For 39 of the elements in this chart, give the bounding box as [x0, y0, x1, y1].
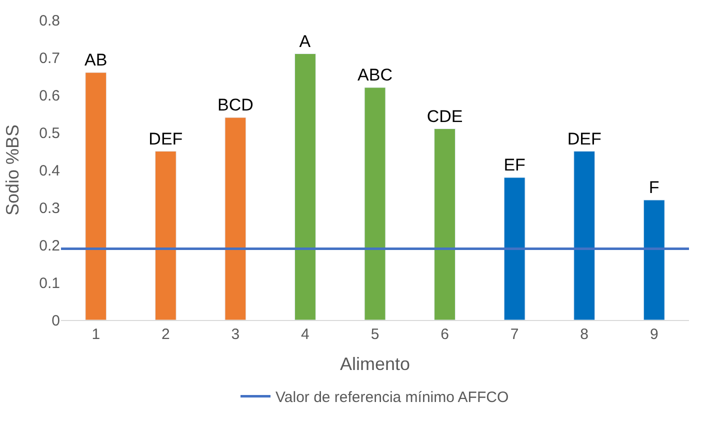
data-label: EF [504, 156, 526, 174]
x-tick-label: 4 [301, 326, 310, 343]
y-tick-label: 0.7 [39, 50, 60, 67]
y-tick-label: 0 [52, 312, 60, 330]
bar [643, 200, 665, 320]
x-tick-label: 8 [580, 326, 588, 343]
bar [224, 117, 246, 320]
y-tick-label: 0.3 [39, 200, 60, 217]
data-label: AB [84, 50, 108, 70]
x-axis-title: Alimento [340, 354, 410, 374]
bar [434, 128, 456, 320]
x-tick-label: 2 [162, 326, 170, 343]
data-label: F [648, 178, 660, 197]
x-tick-label: 6 [440, 326, 449, 343]
data-label: ABC [358, 66, 392, 84]
y-axis-title: Sodio %BS [2, 124, 22, 216]
data-label: DEF [148, 129, 183, 148]
data-label: A [299, 32, 312, 51]
legend-label: Valor de referencia mínimo AFFCO [276, 389, 509, 406]
x-tick-label: 1 [92, 326, 100, 343]
x-tick-label: 3 [231, 326, 240, 343]
data-label: DEF [567, 129, 602, 148]
bar [364, 87, 386, 320]
x-tick-label: 9 [650, 326, 658, 343]
y-tick-label: 0.4 [39, 162, 60, 180]
bar [154, 151, 176, 320]
y-tick-label: 0.6 [39, 87, 60, 104]
x-tick-label: 7 [510, 326, 519, 343]
bar [504, 177, 526, 320]
y-tick-label: 0.2 [39, 237, 60, 254]
bar [574, 151, 596, 320]
y-tick-label: 0.1 [39, 274, 60, 292]
bar [294, 54, 316, 320]
x-tick-label: 5 [370, 326, 380, 343]
y-tick-label: 0.5 [39, 124, 60, 142]
data-label: CDE [426, 106, 463, 126]
y-tick-label: 0.8 [39, 12, 60, 30]
bar [85, 72, 107, 320]
data-label: BCD [217, 96, 254, 114]
